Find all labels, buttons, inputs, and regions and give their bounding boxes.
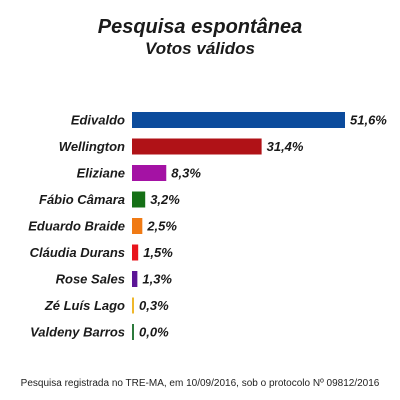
bar bbox=[132, 244, 139, 261]
category-label: Valdeny Barros bbox=[30, 325, 125, 340]
survey-registration-note: Pesquisa registrada no TRE-MA, em 10/09/… bbox=[20, 378, 380, 389]
value-label: 1,3% bbox=[142, 272, 172, 287]
value-label: 0,3% bbox=[139, 298, 169, 313]
chart-subtitle: Votos válidos bbox=[145, 39, 255, 58]
value-label: 31,4% bbox=[267, 139, 304, 154]
category-label: Wellington bbox=[59, 139, 125, 154]
category-label: Rose Sales bbox=[56, 272, 125, 287]
value-label: 51,6% bbox=[350, 113, 387, 128]
bar bbox=[132, 271, 138, 287]
value-label: 3,2% bbox=[150, 192, 180, 207]
category-label: Cláudia Durans bbox=[30, 245, 125, 260]
bar bbox=[132, 138, 262, 155]
chart-title: Pesquisa espontânea bbox=[97, 16, 303, 38]
bar bbox=[132, 297, 134, 314]
bar bbox=[132, 324, 134, 340]
bar-chart: Edivaldo 51,6% Wellington 31,4% Eliziane 8,3%… bbox=[28, 112, 387, 340]
value-label: 8,3% bbox=[171, 166, 201, 181]
bar bbox=[132, 165, 167, 181]
category-label: Zé Luís Lago bbox=[44, 298, 125, 313]
bar bbox=[132, 218, 143, 234]
bar bbox=[132, 112, 345, 128]
value-label: 0,0% bbox=[139, 325, 169, 340]
value-label: 2,5% bbox=[146, 219, 177, 234]
category-label: Eduardo Braide bbox=[28, 219, 125, 234]
category-label: Edivaldo bbox=[71, 113, 125, 128]
category-label: Eliziane bbox=[77, 166, 125, 181]
category-label: Fábio Câmara bbox=[39, 192, 125, 207]
bar bbox=[132, 191, 146, 208]
value-label: 1,5% bbox=[143, 245, 173, 260]
